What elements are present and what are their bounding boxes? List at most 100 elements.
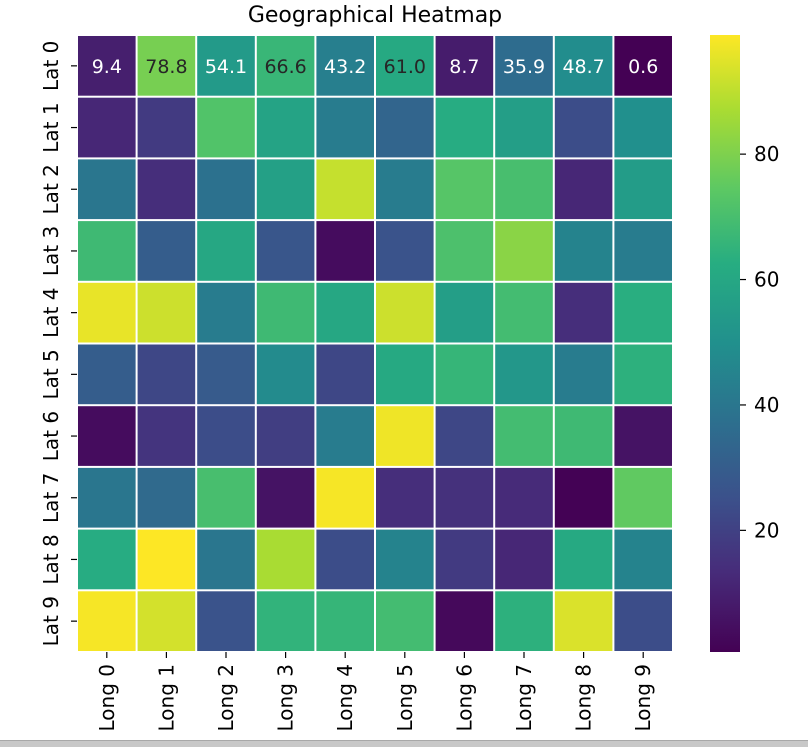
heatmap-cell — [435, 282, 494, 343]
heatmap-cell — [435, 467, 494, 528]
heatmap-cell — [495, 97, 553, 158]
heatmap-cell — [435, 591, 494, 651]
heatmap-cell — [376, 282, 434, 343]
heatmap-cell — [256, 282, 315, 343]
heatmap-cell — [554, 344, 613, 405]
heatmap-cell — [495, 36, 553, 96]
colorbar — [710, 35, 740, 652]
cell-annotations: 9.4 78.8 54.1 66.6 43.2 61.0 8.7 35.9 48.7 0.6 — [92, 56, 659, 78]
y-tick-label: Lat 3 — [39, 226, 63, 276]
heatmap-cell — [554, 406, 613, 466]
colorbar-tick-label: 80 — [754, 142, 779, 166]
heatmap-cell — [435, 97, 494, 158]
heatmap-cell — [78, 406, 136, 466]
heatmap-cell — [614, 406, 672, 466]
heatmap-cell — [435, 159, 494, 220]
heatmap-cell — [554, 159, 613, 220]
heatmap-cell — [435, 344, 494, 405]
heatmap-cell — [554, 467, 613, 528]
heatmap-cell — [495, 406, 553, 466]
heatmap-cell — [554, 97, 613, 158]
heatmap-cell — [137, 282, 196, 343]
heatmap-cell — [614, 159, 672, 220]
heatmap-cell — [137, 221, 196, 281]
x-tick-label: Long 8 — [572, 664, 596, 731]
y-tick-label: Lat 5 — [39, 349, 63, 399]
heatmap-cell — [256, 344, 315, 405]
y-tick-label: Lat 4 — [39, 288, 63, 338]
heatmap-cell — [78, 591, 136, 651]
heatmap-cell — [316, 159, 374, 220]
heatmap-cell — [376, 467, 434, 528]
heatmap-cell — [256, 529, 315, 590]
chart-title: Geographical Heatmap — [248, 3, 502, 28]
colorbar-tick-label: 20 — [754, 518, 779, 542]
heatmap-cell — [495, 529, 553, 590]
x-tick-labels: Long 0 Long 1 Long 2 Long 3 Long 4 Long 5 Long… — [95, 652, 655, 731]
heatmap-cell — [495, 221, 553, 281]
x-tick-label: Long 1 — [154, 664, 178, 731]
heatmap-cell — [137, 529, 196, 590]
heatmap-cell — [614, 97, 672, 158]
heatmap-cell — [197, 36, 255, 96]
heatmap-cell — [256, 591, 315, 651]
colorbar-tick-label: 40 — [754, 393, 779, 417]
cell-annotation: 66.6 — [264, 56, 306, 78]
heatmap-cell — [554, 36, 613, 96]
heatmap-cell — [137, 159, 196, 220]
heatmap-cell — [197, 591, 255, 651]
heatmap-cell — [256, 97, 315, 158]
heatmap-cell — [554, 591, 613, 651]
y-tick-label: Lat 7 — [39, 473, 63, 523]
heatmap-cell — [78, 97, 136, 158]
heatmap-cell — [256, 406, 315, 466]
heatmap-cell — [197, 529, 255, 590]
heatmap-cell — [435, 221, 494, 281]
heatmap-cell — [435, 406, 494, 466]
x-tick-label: Long 2 — [214, 664, 238, 731]
x-tick-label: Long 7 — [512, 664, 536, 731]
cell-annotation: 43.2 — [324, 56, 366, 78]
y-tick-label: Lat 2 — [39, 164, 63, 214]
heatmap-cell — [137, 97, 196, 158]
heatmap-cell — [614, 36, 672, 96]
y-tick-label: Lat 6 — [39, 411, 63, 461]
x-tick-label: Long 5 — [393, 664, 417, 731]
y-tick-labels: Lat 0 Lat 1 Lat 2 Lat 3 Lat 4 Lat 5 Lat 6 Lat 7… — [39, 41, 77, 646]
y-tick-label: Lat 1 — [39, 102, 63, 152]
heatmap-cell — [256, 221, 315, 281]
heatmap-cell — [495, 467, 553, 528]
heatmap-cell — [316, 344, 374, 405]
heatmap-cell — [256, 467, 315, 528]
heatmap-cell — [614, 221, 672, 281]
cell-annotation: 48.7 — [562, 56, 604, 78]
heatmap-cell — [614, 282, 672, 343]
heatmap-cell — [197, 344, 255, 405]
cell-annotation: 54.1 — [205, 56, 247, 78]
heatmap-cell — [316, 406, 374, 466]
heatmap-cell — [316, 467, 374, 528]
heatmap-cell — [137, 591, 196, 651]
cell-annotation: 8.7 — [449, 56, 479, 78]
heatmap-cell — [316, 529, 374, 590]
heatmap-cell — [376, 591, 434, 651]
heatmap-cell — [316, 282, 374, 343]
heatmap-cell — [78, 36, 136, 96]
heatmap-cell — [554, 221, 613, 281]
heatmap-cell — [197, 406, 255, 466]
cell-annotation: 0.6 — [628, 56, 658, 78]
heatmap-cell — [316, 97, 374, 158]
window-bottom-edge — [0, 740, 808, 747]
heatmap-cell — [495, 159, 553, 220]
heatmap-cell — [197, 467, 255, 528]
heatmap-cell — [197, 282, 255, 343]
heatmap-cell — [614, 467, 672, 528]
heatmap-cell — [316, 591, 374, 651]
heatmap-cell — [256, 36, 315, 96]
heatmap-cell — [78, 467, 136, 528]
y-tick-label: Lat 9 — [39, 596, 63, 646]
heatmap-cell — [137, 467, 196, 528]
heatmap-cell — [495, 344, 553, 405]
heatmap-cell — [137, 406, 196, 466]
